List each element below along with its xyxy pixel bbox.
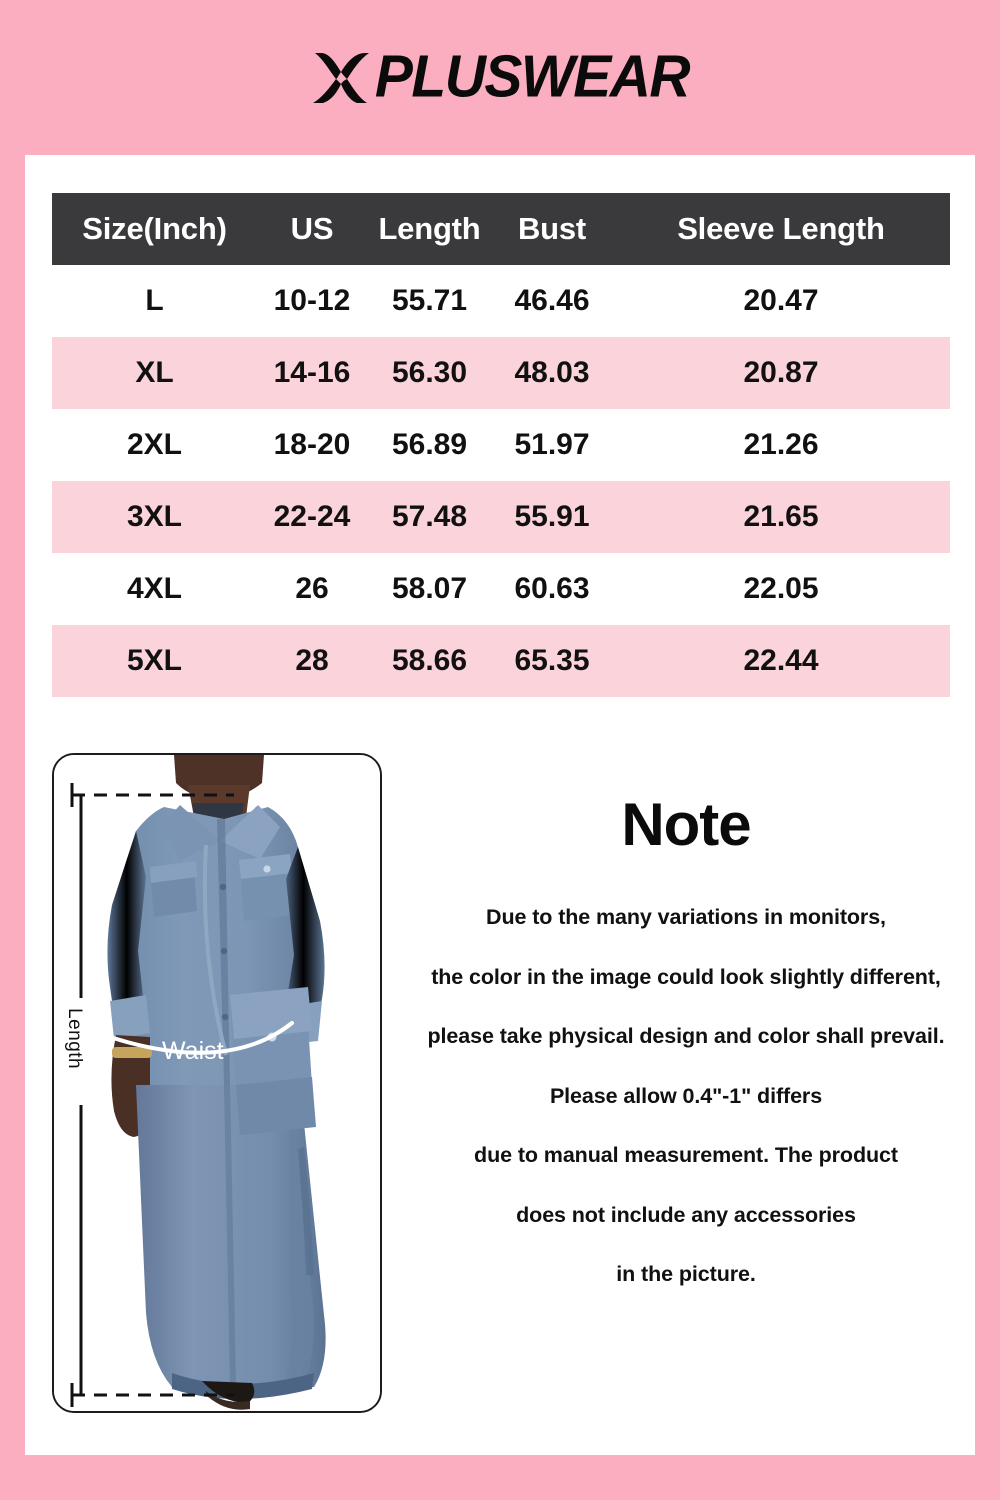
table-row: XL 14-16 56.30 48.03 20.87 (52, 337, 950, 409)
cell-sleeve: 22.44 (612, 625, 950, 697)
cell-bust: 60.63 (492, 553, 612, 625)
note-line: does not include any accessories (516, 1202, 856, 1227)
size-chart-table: Size(Inch) US Length Bust Sleeve Length … (52, 193, 950, 697)
content-card: Size(Inch) US Length Bust Sleeve Length … (25, 155, 975, 1455)
table-body: L 10-12 55.71 46.46 20.47 XL 14-16 56.30… (52, 265, 950, 697)
note-line: due to manual measurement. The product (474, 1143, 898, 1167)
cell-bust: 46.46 (492, 265, 612, 337)
table-header-row: Size(Inch) US Length Bust Sleeve Length (52, 193, 950, 265)
table-row: 4XL 26 58.07 60.63 22.05 (52, 553, 950, 625)
cell-length: 56.89 (367, 409, 492, 481)
brand-logo: PLUSWEAR (311, 43, 691, 111)
table-header: Size(Inch) US Length Bust Sleeve Length (52, 193, 950, 265)
cell-us: 18-20 (257, 409, 367, 481)
brand-header: PLUSWEAR (0, 0, 1000, 155)
cell-sleeve: 22.05 (612, 553, 950, 625)
cell-us: 26 (257, 553, 367, 625)
note-line: please take physical design and color sh… (427, 1024, 945, 1048)
cell-bust: 65.35 (492, 625, 612, 697)
column-header-us: US (257, 193, 367, 265)
cell-sleeve: 21.26 (612, 409, 950, 481)
measurement-photo-panel: Length Waist (52, 753, 382, 1413)
cell-bust: 51.97 (492, 409, 612, 481)
cell-size: 3XL (52, 481, 257, 553)
note-line: the color in the image could look slight… (431, 964, 941, 989)
cell-length: 57.48 (367, 481, 492, 553)
column-header-size: Size(Inch) (52, 193, 257, 265)
cell-bust: 48.03 (492, 337, 612, 409)
cell-us: 10-12 (257, 265, 367, 337)
table-row: 5XL 28 58.66 65.35 22.44 (52, 625, 950, 697)
cell-us: 28 (257, 625, 367, 697)
table-row: L 10-12 55.71 46.46 20.47 (52, 265, 950, 337)
cell-size: 2XL (52, 409, 257, 481)
cell-size: XL (52, 337, 257, 409)
cell-us: 14-16 (257, 337, 367, 409)
cell-bust: 55.91 (492, 481, 612, 553)
cell-size: L (52, 265, 257, 337)
brand-name: PLUSWEAR (374, 43, 691, 111)
note-line: in the picture. (616, 1262, 756, 1286)
cell-size: 4XL (52, 553, 257, 625)
x-logo-icon (312, 52, 369, 103)
cell-us: 22-24 (257, 481, 367, 553)
table-row: 3XL 22-24 57.48 55.91 21.65 (52, 481, 950, 553)
note-title: Note (621, 791, 751, 858)
cell-length: 58.07 (367, 553, 492, 625)
column-header-bust: Bust (492, 193, 612, 265)
cell-length: 58.66 (367, 625, 492, 697)
table-row: 2XL 18-20 56.89 51.97 21.26 (52, 409, 950, 481)
column-header-sleeve-length: Sleeve Length (612, 193, 950, 265)
length-measure-label: Length (64, 1008, 85, 1070)
column-header-length: Length (367, 193, 492, 265)
waist-measure-label: Waist (162, 1037, 224, 1065)
note-panel: Note Due to the many variations in monit… (397, 790, 975, 1286)
cell-length: 55.71 (367, 265, 492, 337)
cell-sleeve: 20.87 (612, 337, 950, 409)
cell-sleeve: 20.47 (612, 265, 950, 337)
note-line: Due to the many variations in monitors, (486, 905, 886, 929)
note-line: Please allow 0.4"-1" differs (549, 1083, 823, 1108)
denim-dress-photo (54, 755, 380, 1411)
cell-sleeve: 21.65 (612, 481, 950, 553)
cell-length: 56.30 (367, 337, 492, 409)
cell-size: 5XL (52, 625, 257, 697)
